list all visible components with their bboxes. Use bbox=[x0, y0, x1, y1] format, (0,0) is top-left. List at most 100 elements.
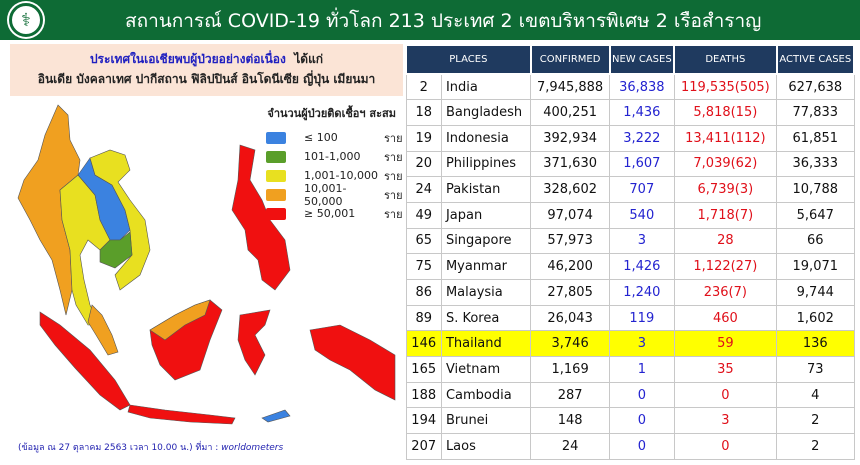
cell-confirmed: 7,945,888 bbox=[530, 73, 610, 101]
cell-place: Singapore bbox=[440, 227, 532, 255]
cell-new-cases: 1,426 bbox=[609, 253, 675, 280]
table-row: 49 Japan 97,074 540 1,718(7) 5,647 bbox=[405, 201, 855, 229]
col-new-cases: NEW CASES bbox=[608, 44, 676, 75]
cell-new-cases: 1,240 bbox=[609, 279, 675, 306]
ministry-logo: ⚕ bbox=[9, 3, 43, 37]
cell-active: 9,744 bbox=[776, 279, 855, 306]
table-row: 89 S. Korea 26,043 119 460 1,602 bbox=[405, 304, 855, 332]
cell-place: Brunei bbox=[440, 407, 532, 435]
cell-confirmed: 392,934 bbox=[530, 124, 610, 152]
cell-confirmed: 400,251 bbox=[530, 99, 610, 126]
legend-title: จำนวนผู้ป่วยติดเชื้อฯ สะสม bbox=[267, 107, 396, 120]
cell-place: S. Korea bbox=[440, 304, 532, 332]
cell-place: Cambodia bbox=[440, 381, 532, 409]
note-line2: อินเดีย บังคลาเทศ ปากีสถาน ฟิลิปปินส์ อิ… bbox=[37, 72, 376, 86]
cell-confirmed: 371,630 bbox=[530, 150, 610, 178]
cell-deaths: 28 bbox=[673, 227, 778, 255]
cell-place: Philippines bbox=[440, 150, 532, 178]
map-myanmar bbox=[17, 104, 81, 316]
cell-new-cases: 1,607 bbox=[609, 150, 675, 178]
cell-confirmed: 148 bbox=[530, 407, 610, 435]
table-row: 19 Indonesia 392,934 3,222 13,411(112) 61,851 bbox=[405, 124, 855, 152]
cell-active: 1,602 bbox=[776, 304, 855, 332]
cell-deaths: 1,718(7) bbox=[673, 201, 778, 229]
legend-item: ≥ 50,001 ราย bbox=[248, 204, 403, 223]
note-line1: ประเทศในเอเชียพบผู้ป่วยอย่างต่อเนื่อง bbox=[89, 52, 286, 66]
legend-range: 10,001-50,000 bbox=[304, 181, 347, 208]
cell-place: Malaysia bbox=[440, 279, 532, 306]
southeast-asia-map bbox=[17, 104, 396, 425]
map-papua bbox=[309, 324, 396, 401]
table-row: 2 India 7,945,888 36,838 119,535(505) 627,638 bbox=[405, 73, 855, 101]
legend-unit: ราย bbox=[384, 150, 403, 164]
legend-unit: ราย bbox=[384, 188, 403, 202]
cell-deaths: 119,535(505) bbox=[673, 73, 778, 101]
cell-deaths: 0 bbox=[673, 381, 778, 409]
col-deaths: DEATHS bbox=[673, 44, 778, 75]
map-vietnam bbox=[89, 149, 151, 291]
cell-new-cases: 540 bbox=[609, 201, 675, 229]
cell-new-cases: 1 bbox=[609, 356, 675, 383]
cell-active: 2 bbox=[776, 407, 855, 435]
legend-item: 101-1,000 ราย bbox=[248, 147, 403, 166]
cell-new-cases: 36,838 bbox=[609, 73, 675, 101]
cell-rank: 65 bbox=[405, 227, 442, 255]
covid-table: PLACES CONFIRMED NEW CASES DEATHS ACTIVE… bbox=[405, 44, 856, 460]
footer-text: (ข้อมูล ณ 27 ตุลาคม 2563 เวลา 10.00 น.) … bbox=[18, 443, 222, 453]
cell-place: Vietnam bbox=[440, 356, 532, 383]
cell-rank: 146 bbox=[405, 330, 442, 358]
map-malaysia-peninsula bbox=[87, 304, 119, 356]
cell-active: 4 bbox=[776, 381, 855, 409]
table-row: 207 Laos 24 0 0 2 bbox=[405, 433, 855, 460]
cell-new-cases: 3,222 bbox=[609, 124, 675, 152]
legend-unit: ราย bbox=[384, 207, 403, 221]
table-row: 165 Vietnam 1,169 1 35 73 bbox=[405, 356, 855, 383]
note-line1b: ได้แก่ bbox=[294, 52, 324, 66]
cell-place: Japan bbox=[440, 201, 532, 229]
cell-deaths: 7,039(62) bbox=[673, 150, 778, 178]
asia-note: ประเทศในเอเชียพบผู้ป่วยอย่างต่อเนื่อง ได… bbox=[10, 44, 403, 96]
cell-deaths: 13,411(112) bbox=[673, 124, 778, 152]
cell-new-cases: 3 bbox=[609, 330, 675, 358]
cell-confirmed: 27,805 bbox=[530, 279, 610, 306]
cell-deaths: 1,122(27) bbox=[673, 253, 778, 280]
cell-deaths: 59 bbox=[673, 330, 778, 358]
legend-swatch bbox=[266, 188, 286, 201]
legend-item: ≤ 100 ราย bbox=[248, 128, 403, 147]
legend-range: 101-1,000 bbox=[304, 150, 361, 163]
cell-place: Pakistan bbox=[440, 176, 532, 203]
map-java bbox=[127, 404, 236, 425]
legend-item: 1,001-10,000 ราย bbox=[248, 166, 403, 185]
cell-place: Thailand bbox=[440, 330, 532, 358]
cell-active: 627,638 bbox=[776, 73, 855, 101]
legend-swatch bbox=[266, 207, 286, 220]
cell-confirmed: 287 bbox=[530, 381, 610, 409]
cell-place: Bangladesh bbox=[440, 99, 532, 126]
cell-confirmed: 26,043 bbox=[530, 304, 610, 332]
cell-confirmed: 57,973 bbox=[530, 227, 610, 255]
cell-place: Laos bbox=[440, 433, 532, 460]
cell-rank: 20 bbox=[405, 150, 442, 178]
cell-new-cases: 1,436 bbox=[609, 99, 675, 126]
col-active: ACTIVE CASES bbox=[775, 44, 856, 75]
cell-deaths: 35 bbox=[673, 356, 778, 383]
cell-active: 36,333 bbox=[776, 150, 855, 178]
cell-new-cases: 707 bbox=[609, 176, 675, 203]
cell-deaths: 5,818(15) bbox=[673, 99, 778, 126]
cell-active: 5,647 bbox=[776, 201, 855, 229]
footer-source: (ข้อมูล ณ 27 ตุลาคม 2563 เวลา 10.00 น.) … bbox=[18, 440, 283, 454]
footer-source-name: worldometers bbox=[221, 443, 284, 453]
cell-confirmed: 97,074 bbox=[530, 201, 610, 229]
cell-new-cases: 0 bbox=[609, 433, 675, 460]
cell-place: India bbox=[440, 73, 532, 101]
cell-rank: 19 bbox=[405, 124, 442, 152]
cell-place: Indonesia bbox=[440, 124, 532, 152]
cell-new-cases: 3 bbox=[609, 227, 675, 255]
table-row: 188 Cambodia 287 0 0 4 bbox=[405, 381, 855, 409]
cell-active: 136 bbox=[776, 330, 855, 358]
legend-range: ≥ 50,001 bbox=[304, 207, 356, 220]
col-places: PLACES bbox=[405, 44, 532, 75]
map-legend: จำนวนผู้ป่วยติดเชื้อฯ สะสม ≤ 100 ราย 101-1… bbox=[248, 104, 403, 223]
table-row: 24 Pakistan 328,602 707 6,739(3) 10,788 bbox=[405, 176, 855, 203]
legend-unit: ราย bbox=[384, 169, 403, 183]
